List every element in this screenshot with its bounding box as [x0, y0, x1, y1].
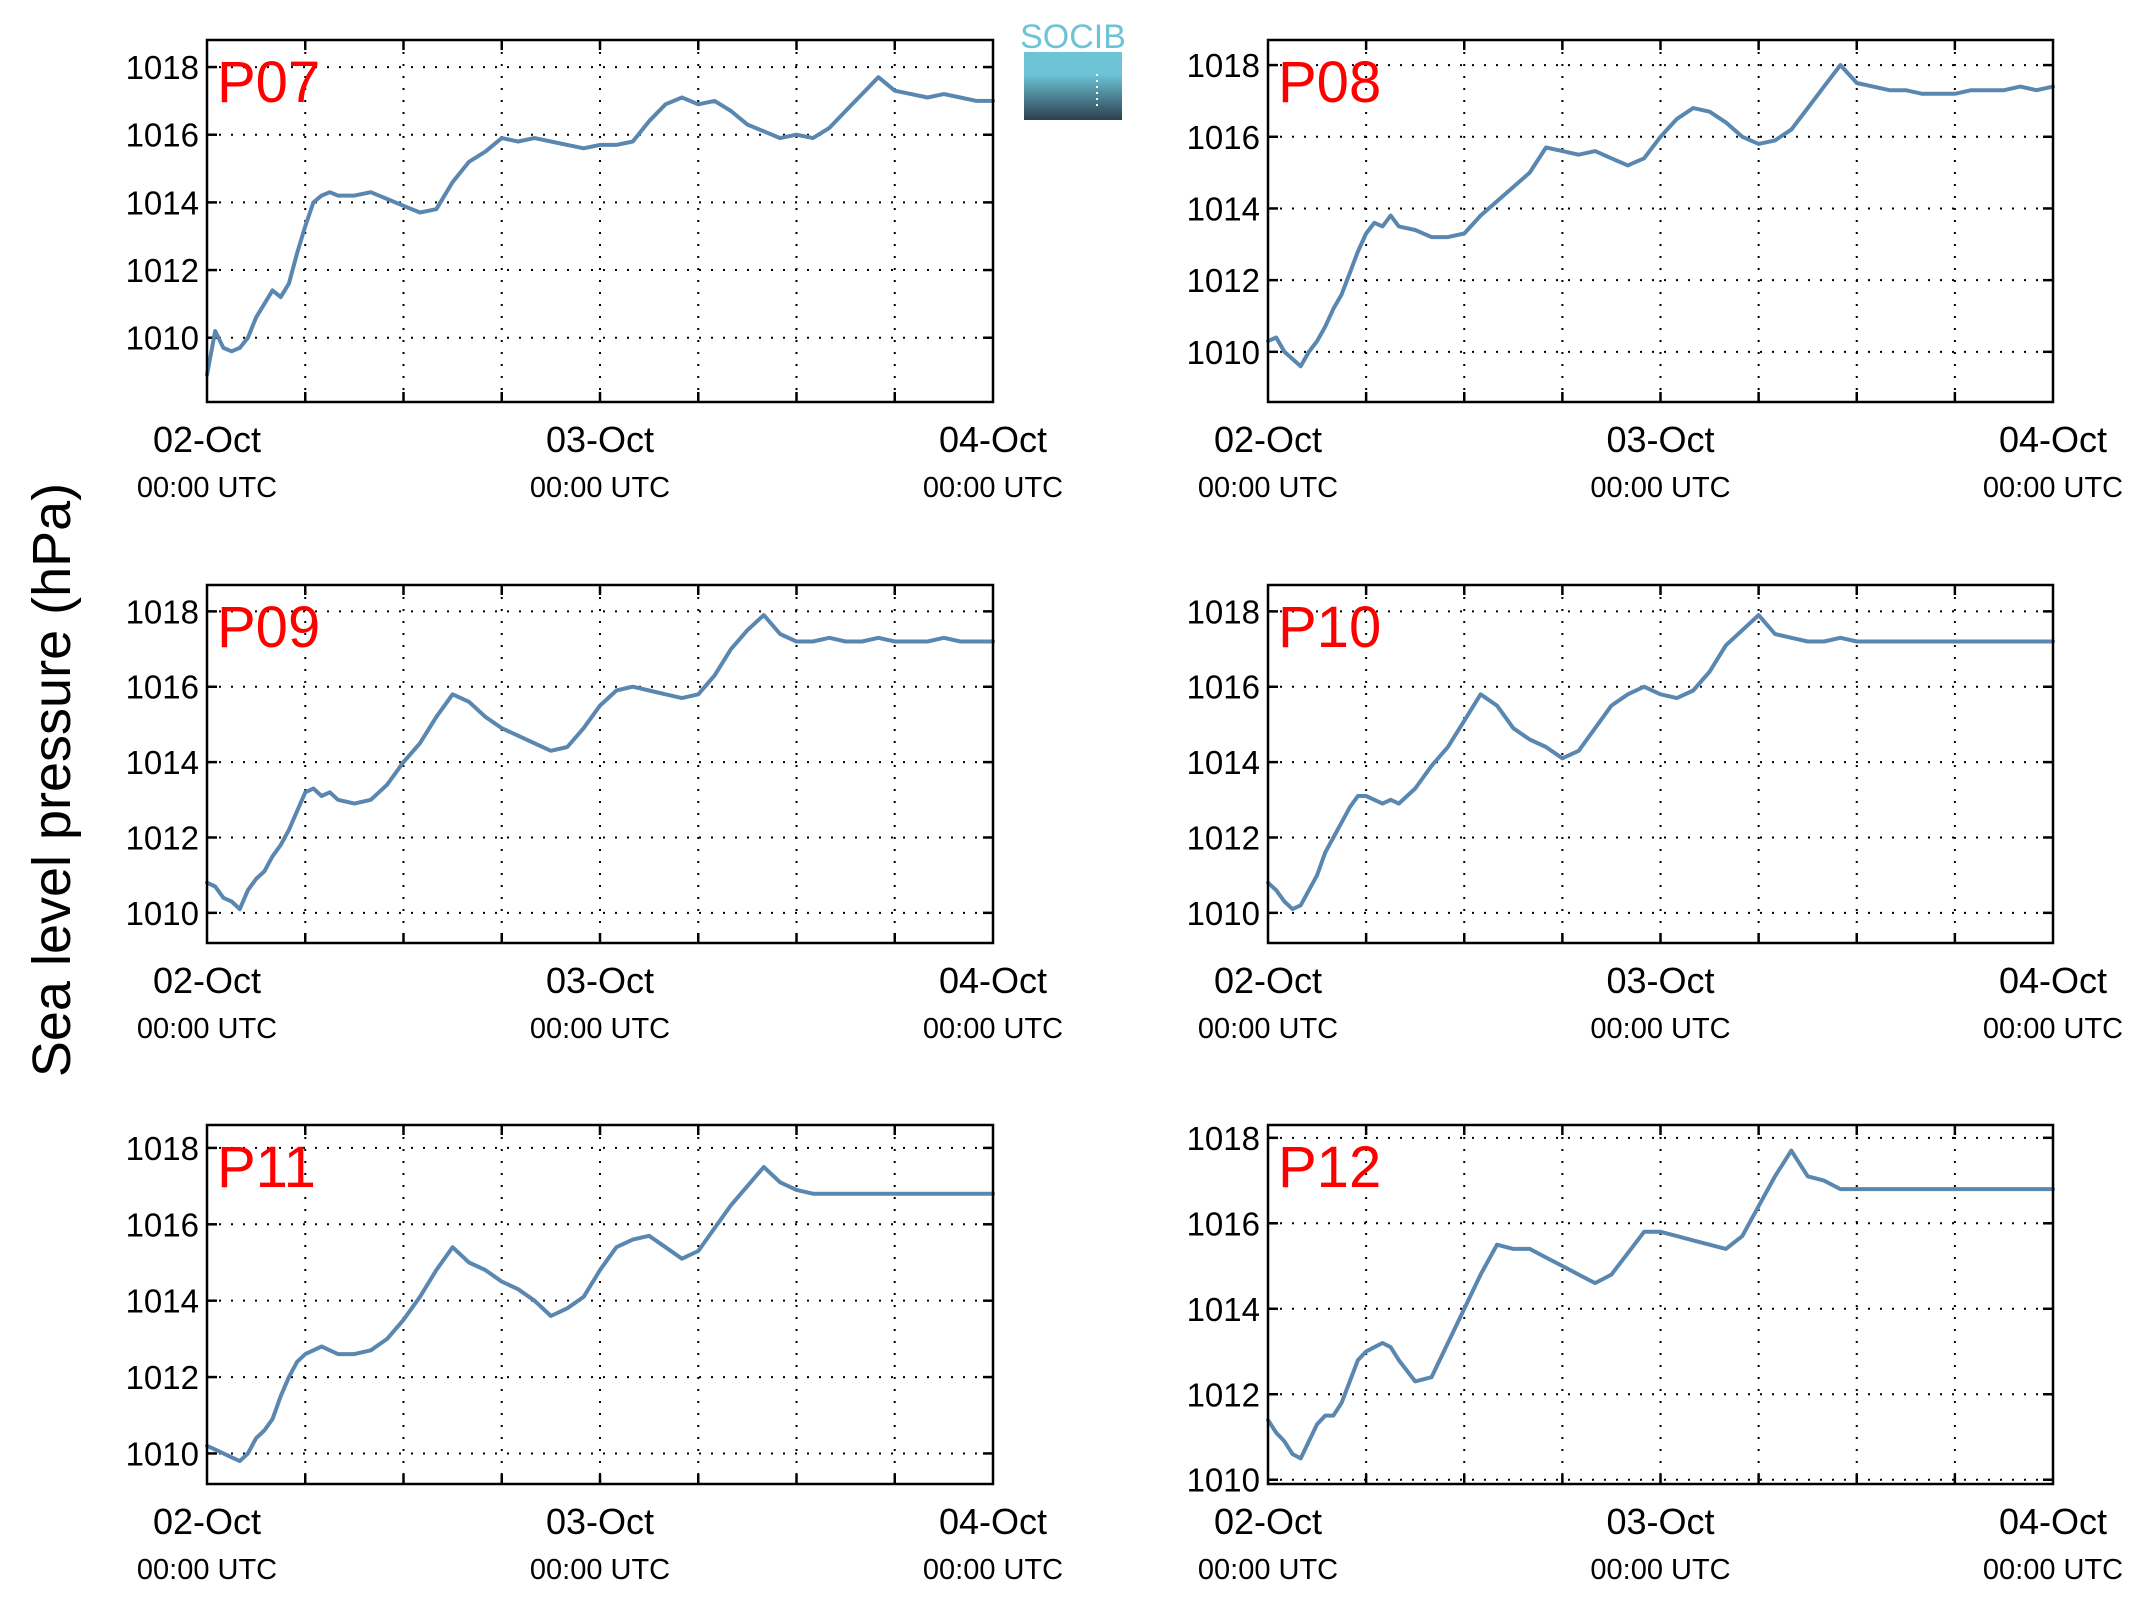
y-tick-label: 1012 [1187, 262, 1260, 299]
y-tick-label: 1010 [1187, 1462, 1260, 1499]
y-tick-label: 1010 [1187, 334, 1260, 371]
socib-logo: SOCIB [1020, 18, 1126, 120]
x-tick-label-time: 00:00 UTC [1198, 1554, 1338, 1586]
x-tick-label-date: 04-Oct [1999, 419, 2107, 460]
y-tick-label: 1010 [126, 1435, 199, 1472]
panels: 1010 1012 1014 1016 1018 02-Oct 00:00 UTC 03-Oc… [126, 38, 2124, 1586]
x-tick-label-date: 02-Oct [1214, 1501, 1322, 1542]
x-tick-label-date: 04-Oct [1999, 960, 2107, 1001]
y-tick-label: 1012 [1187, 819, 1260, 856]
x-tick-label-time: 00:00 UTC [1590, 1013, 1730, 1045]
y-tick-label: 1010 [1187, 895, 1260, 932]
panel-p09: 1010 1012 1014 1016 1018 02-Oct 00:00 UTC 03-Oc… [126, 583, 1063, 1045]
y-tick-label: 1016 [1187, 119, 1260, 156]
panel-label: P08 [1278, 50, 1381, 115]
y-tick-label: 1012 [126, 252, 199, 289]
panel-label: P11 [217, 1135, 316, 1200]
y-tick-label: 1014 [1187, 1291, 1260, 1328]
x-tick-label-time: 00:00 UTC [1590, 472, 1730, 504]
x-tick-label-date: 03-Oct [1606, 419, 1714, 460]
x-tick-label-date: 03-Oct [546, 960, 654, 1001]
x-tick-label-date: 04-Oct [939, 960, 1047, 1001]
y-tick-label: 1016 [126, 1206, 199, 1243]
x-tick-label-time: 00:00 UTC [923, 472, 1063, 504]
x-tick-label-time: 00:00 UTC [137, 1013, 277, 1045]
y-tick-label: 1018 [126, 49, 199, 86]
panel-label: P07 [217, 50, 320, 115]
logo-block [1024, 74, 1122, 120]
panel-label: P10 [1278, 595, 1381, 660]
panel-p10: 1010 1012 1014 1016 1018 02-Oct 00:00 UTC 03-Oc… [1187, 583, 2123, 1045]
y-tick-label: 1016 [1187, 1205, 1260, 1242]
x-tick-label-time: 00:00 UTC [137, 472, 277, 504]
x-tick-label-time: 00:00 UTC [1983, 472, 2123, 504]
y-tick-label: 1018 [126, 593, 199, 630]
y-tick-label: 1014 [126, 1283, 199, 1320]
plot-frame [205, 38, 995, 404]
y-tick-label: 1012 [126, 819, 199, 856]
x-tick-label-date: 02-Oct [153, 960, 261, 1001]
series-line-p10 [1266, 613, 2055, 912]
series-line-p09 [205, 613, 995, 912]
panel-p11: 1010 1012 1014 1016 1018 02-Oct 00:00 UTC 03-Oc… [126, 1123, 1063, 1586]
y-tick-label: 1010 [126, 320, 199, 357]
x-tick-label-time: 00:00 UTC [1198, 472, 1338, 504]
y-tick-label: 1014 [1187, 190, 1260, 227]
plot-frame [205, 1123, 995, 1486]
y-tick-label: 1016 [1187, 669, 1260, 706]
y-tick-label: 1014 [126, 184, 199, 221]
x-tick-label-time: 00:00 UTC [1983, 1013, 2123, 1045]
y-tick-label: 1012 [126, 1359, 199, 1396]
y-tick-label: 1018 [1187, 1120, 1260, 1157]
x-tick-label-time: 00:00 UTC [1198, 1013, 1338, 1045]
series-line-p08 [1266, 63, 2055, 369]
y-axis-label: Sea level pressure (hPa) [22, 483, 82, 1077]
x-tick-label-time: 00:00 UTC [137, 1554, 277, 1586]
x-tick-label-time: 00:00 UTC [530, 472, 670, 504]
x-tick-label-date: 02-Oct [153, 1501, 261, 1542]
y-tick-label: 1016 [126, 117, 199, 154]
x-tick-label-time: 00:00 UTC [530, 1013, 670, 1045]
series-line-p12 [1266, 1148, 2055, 1461]
y-tick-label: 1018 [126, 1130, 199, 1167]
x-tick-label-date: 02-Oct [1214, 419, 1322, 460]
series-line-p11 [205, 1165, 995, 1464]
x-tick-label-date: 02-Oct [153, 419, 261, 460]
panel-p07: 1010 1012 1014 1016 1018 02-Oct 00:00 UTC 03-Oc… [126, 38, 1063, 504]
x-tick-label-time: 00:00 UTC [1590, 1554, 1730, 1586]
x-tick-label-time: 00:00 UTC [1983, 1554, 2123, 1586]
panel-label: P12 [1278, 1135, 1381, 1200]
x-tick-label-date: 03-Oct [546, 419, 654, 460]
series-line-p07 [205, 75, 995, 377]
y-tick-label: 1010 [126, 895, 199, 932]
y-tick-label: 1012 [1187, 1376, 1260, 1413]
logo-text: SOCIB [1020, 18, 1126, 56]
y-tick-label: 1018 [1187, 593, 1260, 630]
x-tick-label-date: 03-Oct [1606, 960, 1714, 1001]
x-tick-label-date: 03-Oct [546, 1501, 654, 1542]
plot-frame [1266, 583, 2055, 945]
plot-frame [1266, 1123, 2055, 1486]
y-tick-label: 1016 [126, 669, 199, 706]
panel-p12: 1010 1012 1014 1016 1018 02-Oct 00:00 UTC 03-Oc… [1187, 1120, 2124, 1586]
panel-label: P09 [217, 595, 320, 660]
y-tick-label: 1018 [1187, 47, 1260, 84]
logo-band-top [1024, 52, 1122, 74]
plot-frame [205, 583, 995, 945]
x-tick-label-time: 00:00 UTC [923, 1554, 1063, 1586]
x-tick-label-date: 04-Oct [1999, 1501, 2107, 1542]
y-tick-label: 1014 [1187, 744, 1260, 781]
plot-frame [1266, 38, 2055, 404]
y-tick-label: 1014 [126, 744, 199, 781]
x-tick-label-date: 03-Oct [1606, 1501, 1714, 1542]
x-tick-label-time: 00:00 UTC [923, 1013, 1063, 1045]
x-tick-label-date: 02-Oct [1214, 960, 1322, 1001]
x-tick-label-time: 00:00 UTC [530, 1554, 670, 1586]
panel-p08: 1010 1012 1014 1016 1018 02-Oct 00:00 UTC 03-Oc… [1187, 38, 2123, 504]
x-tick-label-date: 04-Oct [939, 419, 1047, 460]
x-tick-label-date: 04-Oct [939, 1501, 1047, 1542]
